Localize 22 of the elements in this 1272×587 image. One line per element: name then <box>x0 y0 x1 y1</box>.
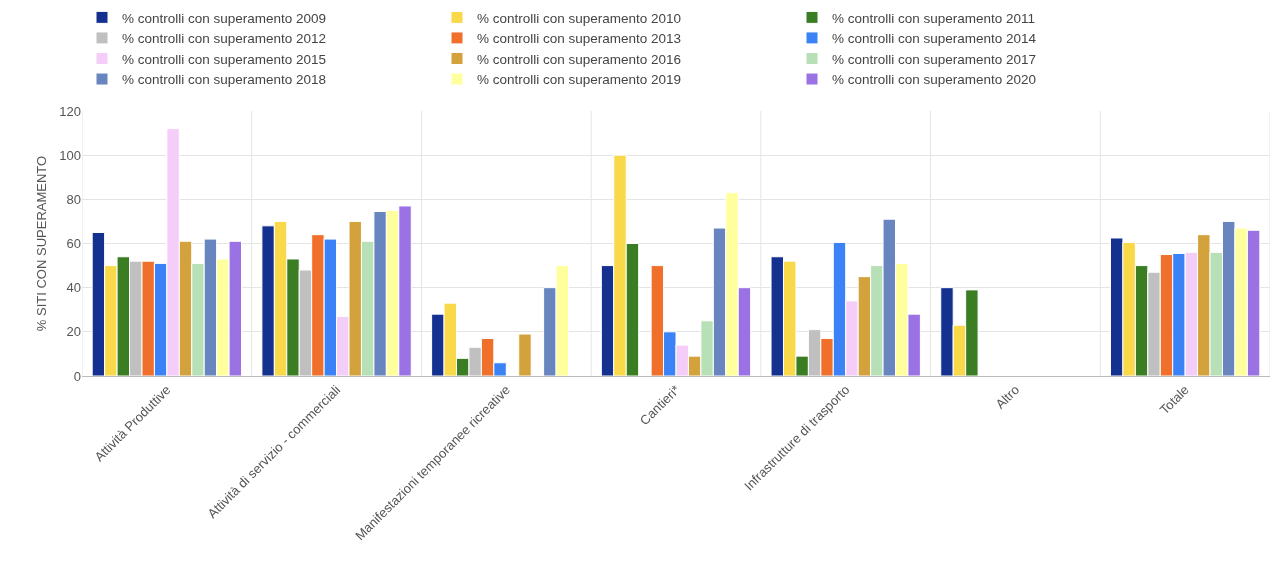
legend-label: % controlli con superamento 2017 <box>832 51 1037 67</box>
legend-label: % controlli con superamento 2010 <box>477 10 682 26</box>
y-tick-label: 20 <box>66 324 81 340</box>
legend-label: % controlli con superamento 2009 <box>122 10 327 26</box>
legend-label: % controlli con superamento 2019 <box>477 72 682 88</box>
y-tick-label: 80 <box>66 191 81 207</box>
bar <box>518 333 532 376</box>
legend-label: % controlli con superamento 2014 <box>832 31 1037 47</box>
y-tick-label: 40 <box>66 280 81 296</box>
legend-label: % controlli con superamento 2018 <box>122 72 327 88</box>
y-tick-label: 60 <box>66 236 81 252</box>
legend-label: % controlli con superamento 2012 <box>122 31 327 47</box>
y-axis-title: % SITI CON SUPERAMENTO <box>34 155 49 332</box>
y-tick-label: 100 <box>59 147 81 163</box>
y-tick-label: 120 <box>59 103 81 119</box>
legend-label: % controlli con superamento 2013 <box>477 31 682 47</box>
legend-label: % controlli con superamento 2016 <box>477 51 682 67</box>
legend-label: % controlli con superamento 2015 <box>122 51 327 67</box>
x-tick-label: Altro <box>992 382 1023 412</box>
legend-label: % controlli con superamento 2020 <box>832 72 1037 88</box>
y-tick-label: 0 <box>73 368 81 384</box>
legend-label: % controlli con superamento 2011 <box>832 10 1036 26</box>
